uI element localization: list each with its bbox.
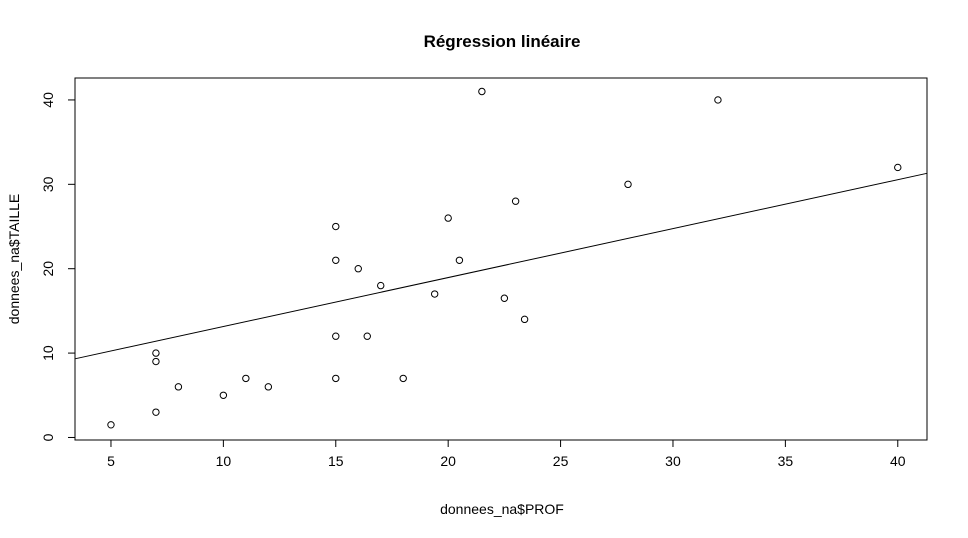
data-point xyxy=(455,256,464,264)
x-tick-label: 30 xyxy=(665,453,681,469)
data-point xyxy=(444,214,452,222)
y-tick-label: 20 xyxy=(40,261,56,277)
data-point xyxy=(152,408,160,416)
data-point xyxy=(219,391,228,399)
y-tick-label: 30 xyxy=(40,176,56,192)
data-point xyxy=(152,349,160,357)
x-tick-label: 25 xyxy=(553,453,569,469)
data-point xyxy=(520,315,529,324)
data-point xyxy=(332,222,340,231)
y-axis: 0 10 20 30 40 xyxy=(40,92,75,441)
regression-line xyxy=(74,172,928,360)
points-layer xyxy=(107,87,902,429)
data-point xyxy=(242,374,250,383)
x-axis: 5 10 15 20 25 30 35 40 xyxy=(107,440,906,469)
data-point xyxy=(363,332,371,340)
data-point xyxy=(511,197,520,205)
x-tick-label: 20 xyxy=(440,453,456,469)
data-point xyxy=(332,374,340,383)
x-tick-label: 35 xyxy=(778,453,794,469)
plot-frame xyxy=(74,77,928,441)
x-tick-label: 10 xyxy=(216,453,232,469)
y-tick-label: 10 xyxy=(40,345,56,361)
data-point xyxy=(174,383,183,391)
data-point xyxy=(332,332,340,340)
data-point xyxy=(152,357,160,366)
data-point xyxy=(332,256,340,264)
data-point xyxy=(354,265,362,273)
data-point xyxy=(430,290,439,298)
regression-layer xyxy=(74,172,928,360)
data-point xyxy=(894,163,902,172)
y-axis-title: donnees_na$TAILLE xyxy=(6,194,22,325)
data-point xyxy=(399,374,407,383)
data-point xyxy=(478,87,486,96)
data-point xyxy=(624,180,632,189)
data-point xyxy=(500,294,509,302)
data-point xyxy=(107,421,115,429)
data-point xyxy=(714,96,722,104)
x-tick-label: 15 xyxy=(328,453,344,469)
y-tick-label: 0 xyxy=(40,433,56,441)
x-axis-title: donnees_na$PROF xyxy=(440,501,564,517)
x-tick-label: 5 xyxy=(107,453,115,469)
chart-title: Régression linéaire xyxy=(424,32,581,51)
data-point xyxy=(377,281,385,290)
y-tick-label: 40 xyxy=(40,92,56,108)
x-tick-label: 40 xyxy=(890,453,906,469)
data-point xyxy=(264,383,273,391)
